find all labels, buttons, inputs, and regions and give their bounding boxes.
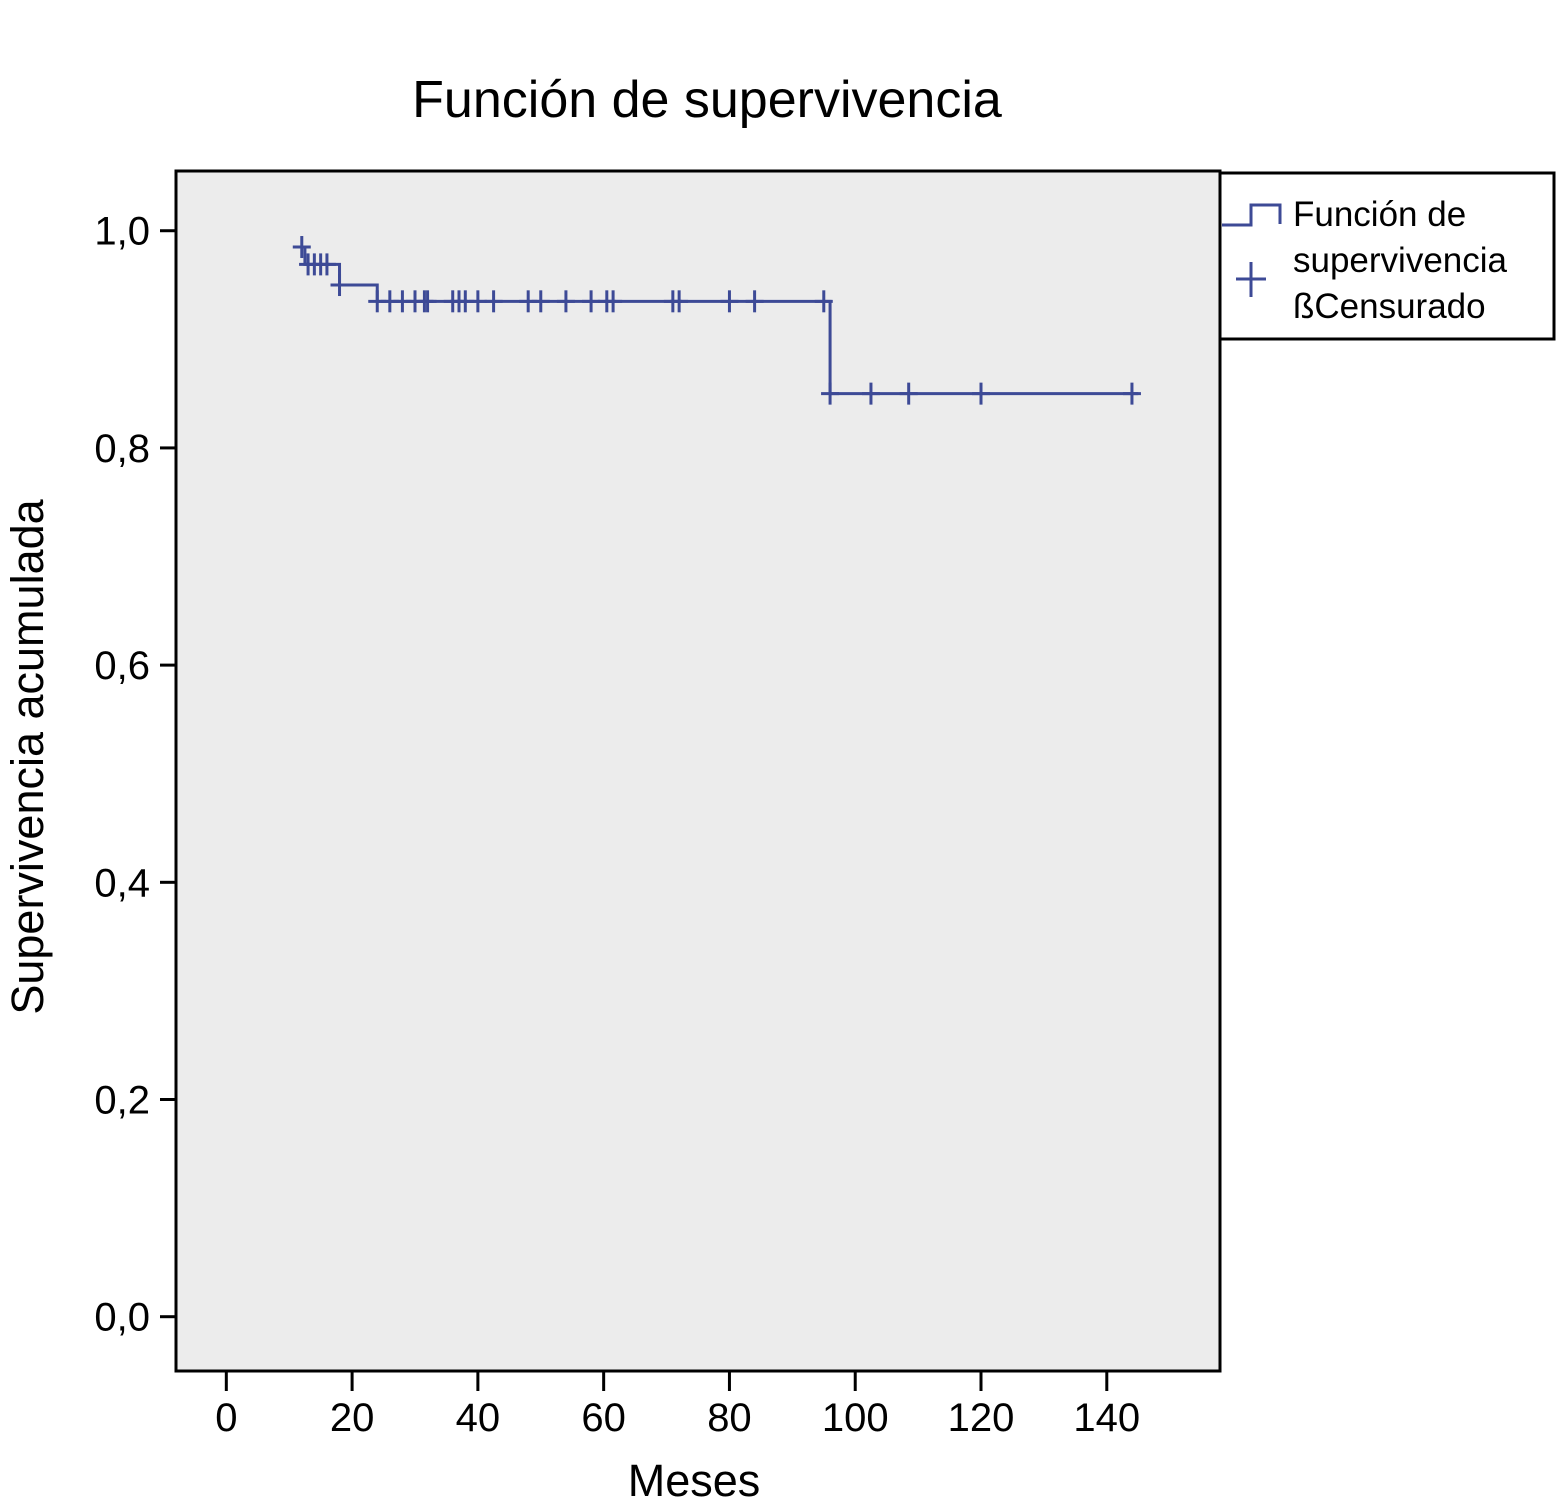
censored-mark xyxy=(582,290,601,313)
y-tick-label: 0,4 xyxy=(94,861,150,905)
plot-area xyxy=(174,169,1222,1373)
x-tick-label: 0 xyxy=(215,1396,237,1440)
chart-title: Función de supervivencia xyxy=(412,71,1002,129)
censored-mark xyxy=(720,290,739,313)
censored-mark xyxy=(556,290,575,313)
x-tick-label: 140 xyxy=(1073,1396,1140,1440)
legend-entry-survival-line1: Función de xyxy=(1293,195,1466,234)
survival-curve-series xyxy=(298,245,1139,396)
y-tick-label: 0,2 xyxy=(94,1079,150,1123)
legend-step-line-icon xyxy=(1222,203,1282,227)
censored-mark xyxy=(821,382,840,405)
censored-mark xyxy=(531,290,550,313)
y-tick-label: 1,0 xyxy=(94,210,150,254)
censored-mark xyxy=(418,290,437,313)
x-axis-label: Meses xyxy=(628,1455,761,1506)
x-tick-label: 40 xyxy=(456,1396,501,1440)
censored-mark xyxy=(899,382,918,405)
x-tick-label: 20 xyxy=(330,1396,375,1440)
x-tick-label: 120 xyxy=(948,1396,1015,1440)
censored-mark xyxy=(468,290,487,313)
y-tick-label: 0,0 xyxy=(94,1296,150,1340)
legend: Función de supervivencia ßCensurado xyxy=(1218,171,1556,341)
x-tick-label: 80 xyxy=(707,1396,752,1440)
legend-box xyxy=(1218,171,1556,341)
censored-mark xyxy=(292,236,311,259)
y-axis: 0,0 0,2 0,4 0,6 0,8 1,0 xyxy=(94,210,176,1340)
x-tick-label: 60 xyxy=(581,1396,626,1440)
censored-marks-series xyxy=(292,236,1141,405)
censored-mark xyxy=(317,253,336,276)
censored-mark xyxy=(604,290,623,313)
legend-entry-censored: ßCensurado xyxy=(1293,287,1486,326)
censored-mark xyxy=(814,290,833,313)
censored-mark xyxy=(861,382,880,405)
censored-mark xyxy=(745,290,764,313)
legend-entry-survival-line2: supervivencia xyxy=(1293,241,1508,280)
censored-mark xyxy=(330,274,349,297)
censored-mark xyxy=(1122,382,1141,405)
survival-curve-line xyxy=(298,245,1139,396)
x-axis: 0 20 40 60 80 100 120 140 xyxy=(215,1371,1140,1440)
legend-cross-icon xyxy=(1236,262,1266,297)
y-axis-label: Supervivencia acumulada xyxy=(2,498,53,1014)
censored-mark xyxy=(670,290,689,313)
censored-mark xyxy=(484,290,503,313)
x-tick-label: 100 xyxy=(822,1396,889,1440)
y-tick-label: 0,6 xyxy=(94,644,150,688)
censored-mark xyxy=(972,382,991,405)
y-tick-label: 0,8 xyxy=(94,427,150,471)
